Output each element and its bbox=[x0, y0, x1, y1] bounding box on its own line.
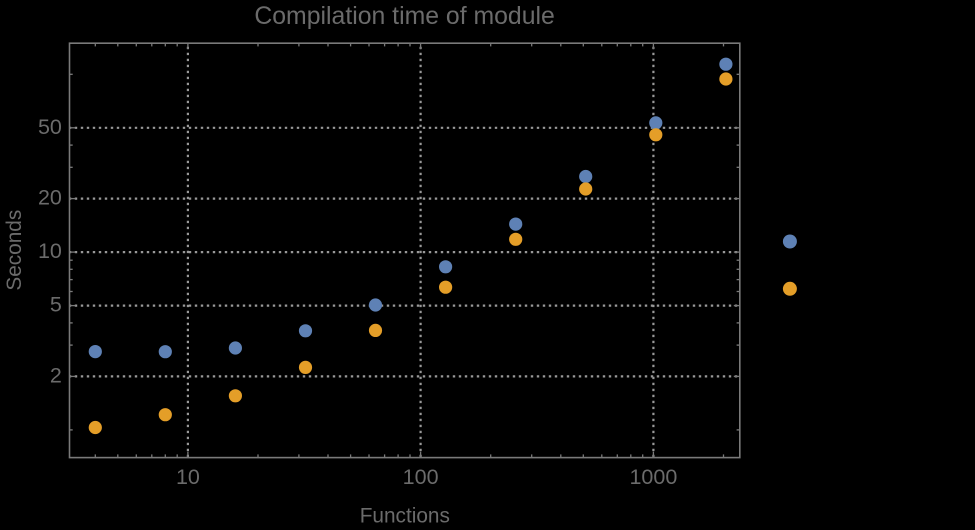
svg-text:2: 2 bbox=[50, 363, 62, 387]
svg-text:Compilation time of module: Compilation time of module bbox=[254, 3, 554, 30]
svg-text:5: 5 bbox=[50, 293, 62, 317]
svg-text:10: 10 bbox=[176, 465, 200, 489]
svg-text:100: 100 bbox=[403, 465, 439, 489]
svg-text:50: 50 bbox=[38, 115, 62, 139]
svg-text:10: 10 bbox=[38, 239, 62, 263]
svg-text:20: 20 bbox=[38, 186, 62, 210]
svg-text:Functions: Functions bbox=[360, 505, 450, 526]
svg-text:Seconds: Seconds bbox=[3, 210, 26, 291]
svg-text:1000: 1000 bbox=[629, 465, 677, 489]
